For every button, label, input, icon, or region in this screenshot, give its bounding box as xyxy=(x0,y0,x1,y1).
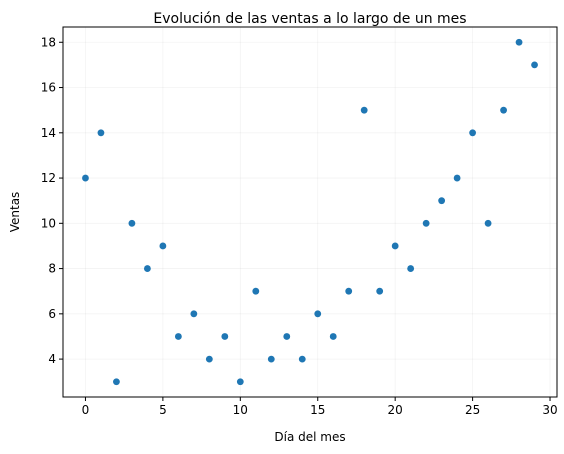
data-point xyxy=(205,355,213,363)
data-point xyxy=(484,219,492,227)
y-axis: 4 6 8 10 12 14 16 18 xyxy=(41,35,63,366)
data-point xyxy=(298,355,306,363)
plot-area-frame xyxy=(62,26,558,398)
y-axis-label: Ventas xyxy=(8,192,22,233)
x-tick-label: 30 xyxy=(542,403,557,417)
y-tick-label: 4 xyxy=(48,352,56,366)
data-point xyxy=(143,265,151,272)
y-tick-label: 6 xyxy=(48,307,56,321)
data-point xyxy=(283,333,291,340)
data-point xyxy=(345,287,353,295)
x-tick-label: 25 xyxy=(465,403,480,417)
data-point xyxy=(236,378,244,386)
data-point xyxy=(438,197,446,205)
x-axis-label: Día del mes xyxy=(274,430,345,444)
data-point xyxy=(221,333,229,340)
x-tick-label: 15 xyxy=(310,403,325,417)
data-point xyxy=(469,129,477,137)
y-tick-label: 12 xyxy=(41,171,56,185)
data-point xyxy=(97,129,105,137)
data-point xyxy=(391,242,399,250)
data-point xyxy=(314,310,322,318)
x-tick-label: 5 xyxy=(159,403,167,417)
grid xyxy=(63,27,557,397)
y-tick-label: 14 xyxy=(41,126,56,140)
x-tick-label: 0 xyxy=(82,403,90,417)
data-point xyxy=(190,310,198,318)
data-point xyxy=(252,287,260,295)
data-point xyxy=(267,355,275,363)
data-point xyxy=(376,287,384,295)
chart-title: Evolución de las ventas a lo largo de un… xyxy=(153,11,466,27)
data-point xyxy=(329,333,337,340)
data-point xyxy=(82,174,89,182)
x-axis: 0 5 10 15 20 25 30 xyxy=(82,397,558,417)
data-point xyxy=(453,174,461,182)
data-points xyxy=(82,38,538,386)
data-point xyxy=(515,38,523,46)
y-tick-label: 18 xyxy=(41,35,56,49)
y-tick-label: 10 xyxy=(41,216,56,230)
data-point xyxy=(174,333,182,340)
data-point xyxy=(407,265,415,272)
data-point xyxy=(360,106,368,114)
x-tick-label: 10 xyxy=(233,403,248,417)
data-point xyxy=(422,219,430,227)
data-point xyxy=(159,242,167,250)
data-point xyxy=(128,219,136,227)
x-tick-label: 20 xyxy=(388,403,403,417)
y-tick-label: 16 xyxy=(41,81,56,95)
data-point xyxy=(500,106,507,114)
data-point xyxy=(531,61,538,69)
data-point xyxy=(113,378,120,386)
y-tick-label: 8 xyxy=(48,262,56,276)
